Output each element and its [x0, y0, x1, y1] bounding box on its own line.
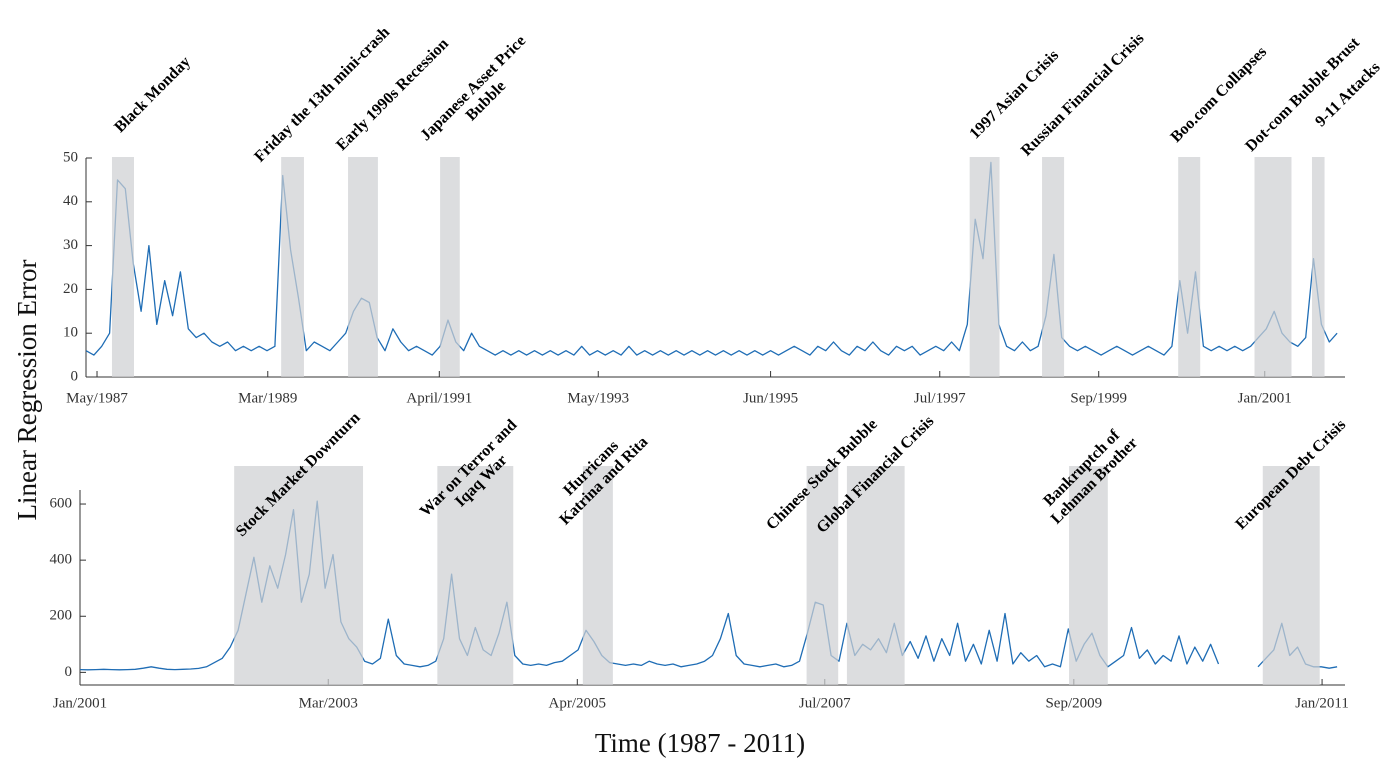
event-shade	[806, 466, 839, 685]
x-tick-label: Sep/2009	[1045, 695, 1102, 711]
event-label-line: Friday the 13th mini-crash	[251, 23, 393, 165]
y-axis-label: Linear Regression Error	[12, 260, 42, 521]
y-tick-label: 200	[50, 608, 73, 624]
x-tick-label: Jul/1997	[914, 390, 966, 406]
event-shade	[1042, 157, 1065, 377]
y-tick-label: 50	[63, 149, 78, 165]
x-axis-label: Time (1987 - 2011)	[595, 728, 805, 758]
event-shade	[582, 466, 613, 685]
x-tick-label: Jul/2007	[799, 695, 851, 711]
event-shade	[969, 157, 1000, 377]
event-shade	[281, 157, 304, 377]
event-label-line: Russian Financial Crisis	[1018, 30, 1148, 160]
y-tick-label: 20	[63, 281, 78, 297]
data-line	[85, 161, 1338, 356]
x-tick-label: May/1987	[66, 390, 128, 406]
event-shade	[1069, 466, 1108, 685]
event-shade	[111, 157, 134, 377]
event-shade	[1311, 157, 1325, 377]
event-shade	[437, 466, 514, 685]
x-tick-label: Jan/2011	[1295, 695, 1349, 711]
event-shade	[234, 466, 364, 685]
event-shade	[1178, 157, 1201, 377]
event-label: Friday the 13th mini-crash	[251, 23, 393, 165]
x-tick-label: Mar/1989	[238, 390, 297, 406]
y-tick-label: 400	[50, 552, 73, 568]
x-tick-label: Apr/2005	[549, 695, 607, 711]
event-label: Black Monday	[111, 53, 194, 136]
event-shade	[440, 157, 460, 377]
y-tick-label: 600	[50, 495, 73, 511]
event-shade	[1262, 466, 1320, 685]
event-label-line: Black Monday	[111, 53, 194, 136]
y-tick-label: 10	[63, 325, 78, 341]
event-shade	[846, 466, 905, 685]
x-tick-label: May/1993	[567, 390, 629, 406]
x-tick-label: Jan/2001	[53, 695, 107, 711]
event-label: Russian Financial Crisis	[1018, 30, 1148, 160]
y-tick-label: 30	[63, 237, 78, 253]
y-tick-label: 0	[65, 664, 73, 680]
x-tick-label: Jan/2001	[1238, 390, 1292, 406]
y-tick-label: 40	[63, 193, 78, 209]
x-tick-label: Sep/1999	[1070, 390, 1127, 406]
event-shade	[1254, 157, 1292, 377]
x-tick-label: Jun/1995	[743, 390, 798, 406]
y-tick-label: 0	[71, 368, 79, 384]
x-tick-label: Mar/2003	[299, 695, 358, 711]
event-shade	[348, 157, 378, 377]
x-tick-label: April/1991	[406, 390, 472, 406]
